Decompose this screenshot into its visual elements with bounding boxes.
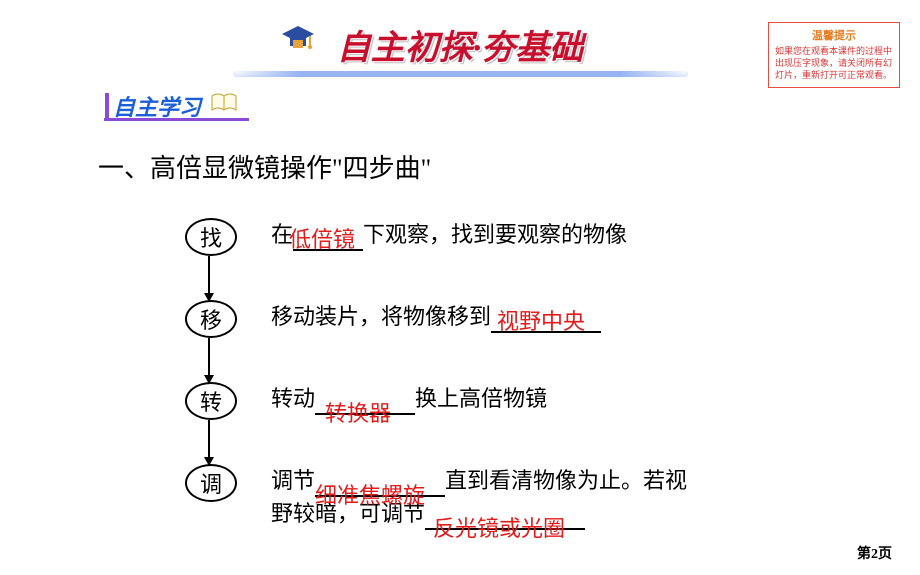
answer: 细准焦螺旋 [315, 479, 425, 512]
blank: 低倍镜 [293, 227, 363, 251]
header-underline [233, 71, 688, 77]
t: 移动装片，将物像移到 [271, 304, 491, 329]
blank: 转换器 [315, 391, 415, 415]
answer: 转换器 [325, 397, 391, 430]
book-icon [210, 92, 238, 114]
t: 下观察，找到要观察的物像 [363, 222, 627, 247]
step-desc: 移动装片，将物像移到视野中央 [271, 300, 601, 333]
t: 调节 [271, 468, 315, 493]
step-desc: 转动转换器换上高倍物镜 [271, 382, 547, 415]
notice-title: 温馨提示 [775, 27, 893, 43]
flow-node-find: 找 [185, 218, 237, 256]
flowchart: 找 在低倍镜下观察，找到要观察的物像 移 移动装片，将物像移到视野中央 转 转动… [185, 218, 785, 530]
main-heading: 一、高倍显微镜操作"四步曲" [98, 148, 431, 185]
step-row: 转 转动转换器换上高倍物镜 [185, 382, 785, 420]
answer: 反光镜或光圈 [433, 512, 565, 545]
answer: 视野中央 [497, 305, 585, 338]
flow-node-turn: 转 [185, 382, 237, 420]
flow-node-move: 移 [185, 300, 237, 338]
step-desc: 调节细准焦螺旋直到看清物像为止。若视 野较暗，可调节反光镜或光圈 [271, 464, 687, 530]
blank: 反光镜或光圈 [425, 506, 585, 530]
blank: 视野中央 [491, 309, 601, 333]
blank: 细准焦螺旋 [315, 473, 445, 497]
answer: 低倍镜 [289, 223, 355, 256]
section-tag-underline [104, 118, 249, 121]
flow-node-adjust: 调 [185, 464, 237, 502]
step-desc: 在低倍镜下观察，找到要观察的物像 [271, 218, 627, 251]
notice-body: 如果您在观看本课件的过程中出现压字现象，请关闭所有幻灯片，重新打开可正常观看。 [775, 45, 893, 81]
step-row: 移 移动装片，将物像移到视野中央 [185, 300, 785, 338]
arrow [185, 256, 233, 300]
step-row: 调 调节细准焦螺旋直到看清物像为止。若视 野较暗，可调节反光镜或光圈 [185, 464, 785, 530]
notice-box: 温馨提示 如果您在观看本课件的过程中出现压字现象，请关闭所有幻灯片，重新打开可正… [768, 22, 900, 88]
t: 转动 [271, 386, 315, 411]
section-tag-bar [105, 93, 109, 119]
arrow [185, 338, 233, 382]
t: 直到看清物像为止。若视 [445, 468, 687, 493]
page-number: 第2页 [857, 543, 892, 563]
arrow [185, 420, 233, 464]
t: 换上高倍物镜 [415, 386, 547, 411]
step-row: 找 在低倍镜下观察，找到要观察的物像 [185, 218, 785, 256]
